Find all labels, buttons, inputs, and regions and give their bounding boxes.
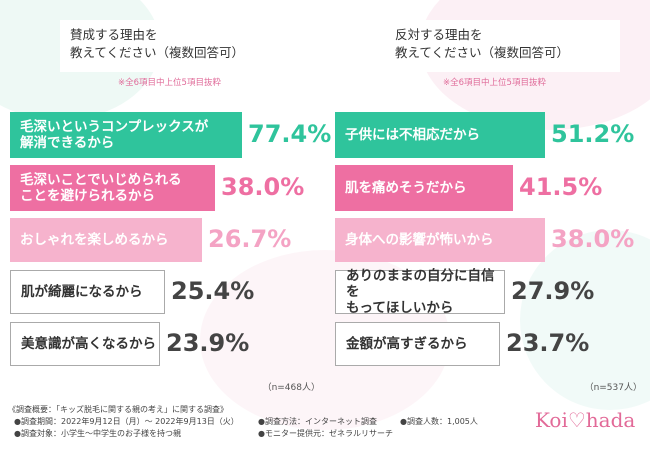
value-label: 38.0% (221, 173, 305, 201)
value-label: 26.7% (208, 225, 292, 253)
value-label: 38.0% (551, 225, 635, 253)
bar-label-line: 毛深いというコンプレックスが (20, 119, 209, 135)
bar: 身体への影響が怖いから (335, 218, 545, 262)
footer-line: ●モニター提供元：ゼネラルリサーチ (258, 429, 393, 438)
title-line: 反対する理由を (395, 27, 483, 42)
bar: おしゃれを楽しめるから (10, 218, 202, 262)
bar: ありのままの自分に自信を もってほしいから (335, 268, 505, 316)
value-label: 23.9% (166, 329, 250, 357)
bar: 美意識が高くなるから (10, 322, 160, 366)
bar-label-line: 美意識が高くなるから (21, 336, 156, 352)
value-label: 77.4% (248, 120, 332, 148)
bar-label-line: 肌を痛めそうだから (345, 180, 467, 196)
panel-title: 賛成する理由を教えてください（複数回答可） (60, 20, 295, 72)
bar: 金額が高すぎるから (335, 322, 500, 366)
value-label: 25.4% (171, 277, 255, 305)
value-label: 23.7% (506, 329, 590, 357)
bar-label-line: 身体への影響が怖いから (345, 232, 494, 248)
title-line: 教えてください（複数回答可） (395, 45, 570, 60)
bar-label-line: ことを避けられるから (20, 188, 155, 204)
bar-label-line: もってほしいから (346, 300, 454, 316)
footer-line: ●調査方法：インターネット調査 (258, 417, 377, 426)
footer-line: ●調査期間：2022年9月12日（月）～ 2022年9月13日（火） (14, 417, 239, 426)
bar-label-line: 金額が高すぎるから (346, 336, 468, 352)
title-line: 教えてください（複数回答可） (70, 45, 245, 60)
value-label: 41.5% (519, 173, 603, 201)
footer-line: ●調査人数：1,005人 (400, 417, 478, 426)
sample-size: （n=468人） (262, 383, 320, 393)
value-label: 27.9% (511, 277, 595, 305)
bar: 子供には不相応だから (335, 112, 545, 158)
bar-label-line: おしゃれを楽しめるから (20, 232, 169, 248)
panel-title: 反対する理由を教えてください（複数回答可） (385, 20, 620, 72)
bar-label-line: ありのままの自分に自信を (346, 268, 495, 300)
value-label: 51.2% (551, 120, 635, 148)
bar-label-line: 解消できるから (20, 135, 115, 151)
footer-heading: 《調査概要：「キッズ脱毛に関する親の考え」に関する調査》 (8, 405, 228, 414)
footer-line: ●調査対象：小学生～中学生のお子様を持つ親 (14, 429, 181, 438)
bar: 肌が綺麗になるから (10, 270, 165, 314)
bar: 毛深いことでいじめられる ことを避けられるから (10, 165, 215, 211)
logo: Koi♡hada (535, 408, 636, 432)
panel-note: ※全6項目中上位5項目抜粋 (443, 78, 546, 88)
bar-label-line: 肌が綺麗になるから (21, 284, 143, 300)
sample-size: （n=537人） (584, 383, 642, 393)
bar-label-line: 毛深いことでいじめられる (20, 172, 182, 188)
title-line: 賛成する理由を (70, 27, 158, 42)
bar-label-line: 子供には不相応だから (345, 127, 480, 143)
bar: 毛深いというコンプレックスが 解消できるから (10, 112, 242, 158)
bar: 肌を痛めそうだから (335, 165, 513, 211)
panel-note: ※全6項目中上位5項目抜粋 (118, 78, 221, 88)
